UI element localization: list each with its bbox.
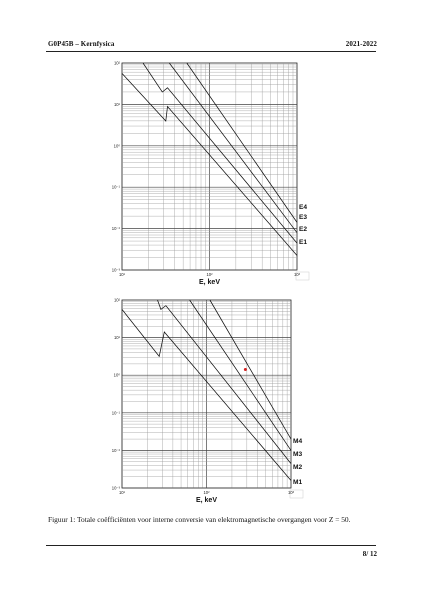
series-label-e3: E3 (299, 214, 307, 221)
y-tick-label: 10¹ (114, 335, 121, 340)
legend-box-placeholder (295, 271, 310, 281)
running-header-year: 2021-2022 (345, 40, 377, 48)
footer-rule (46, 545, 376, 546)
conversion-curve (209, 299, 292, 440)
conversion-curve (186, 62, 298, 223)
y-tick-label: 10⁻³ (112, 268, 121, 273)
series-label-m4: M4 (293, 438, 302, 445)
y-tick-label: 10⁻¹ (112, 410, 121, 415)
series-label-m3: M3 (293, 451, 302, 458)
series-label-e1: E1 (299, 239, 307, 246)
y-tick-label: 10⁰ (114, 373, 121, 378)
x-tick-label: 10² (206, 272, 213, 277)
y-tick-label: 10² (114, 61, 121, 66)
x-tick-label: 10¹ (119, 490, 126, 495)
series-label-e4: E4 (299, 204, 307, 211)
running-header-course: G0P45B – Kernfysica (48, 40, 115, 48)
y-tick-label: 10² (114, 298, 121, 303)
x-tick-label: 10¹ (119, 272, 126, 277)
series-label-e2: E2 (299, 226, 307, 233)
x-tick-label: 10³ (288, 490, 295, 495)
x-tick-label: 10² (203, 490, 210, 495)
series-label-m1: M1 (293, 479, 302, 486)
y-tick-label: 10¹ (114, 102, 121, 107)
y-tick-label: 10⁻² (112, 448, 121, 453)
conversion-curve (142, 62, 298, 244)
y-tick-label: 10⁰ (114, 143, 121, 148)
x-tick-label: 10³ (294, 272, 301, 277)
x-axis-label: E, keV (196, 497, 217, 504)
header-rule (46, 51, 376, 52)
page-number: 8/ 12 (362, 550, 377, 558)
x-axis-label: E, keV (199, 279, 220, 286)
highlight-marker (243, 368, 247, 372)
conversion-curve (121, 73, 298, 256)
conversion-curve (121, 309, 292, 481)
y-tick-label: 10⁻³ (112, 486, 121, 491)
y-tick-label: 10⁻² (112, 226, 121, 231)
series-label-m2: M2 (293, 464, 302, 471)
figure-caption: Figuur 1: Totale coëfficiënten voor inte… (48, 515, 351, 524)
conversion-curve (169, 62, 298, 233)
y-tick-label: 10⁻¹ (112, 185, 121, 190)
conversion-curve (157, 299, 292, 464)
legend-box-placeholder (289, 489, 304, 499)
conversion-curve (189, 299, 292, 451)
